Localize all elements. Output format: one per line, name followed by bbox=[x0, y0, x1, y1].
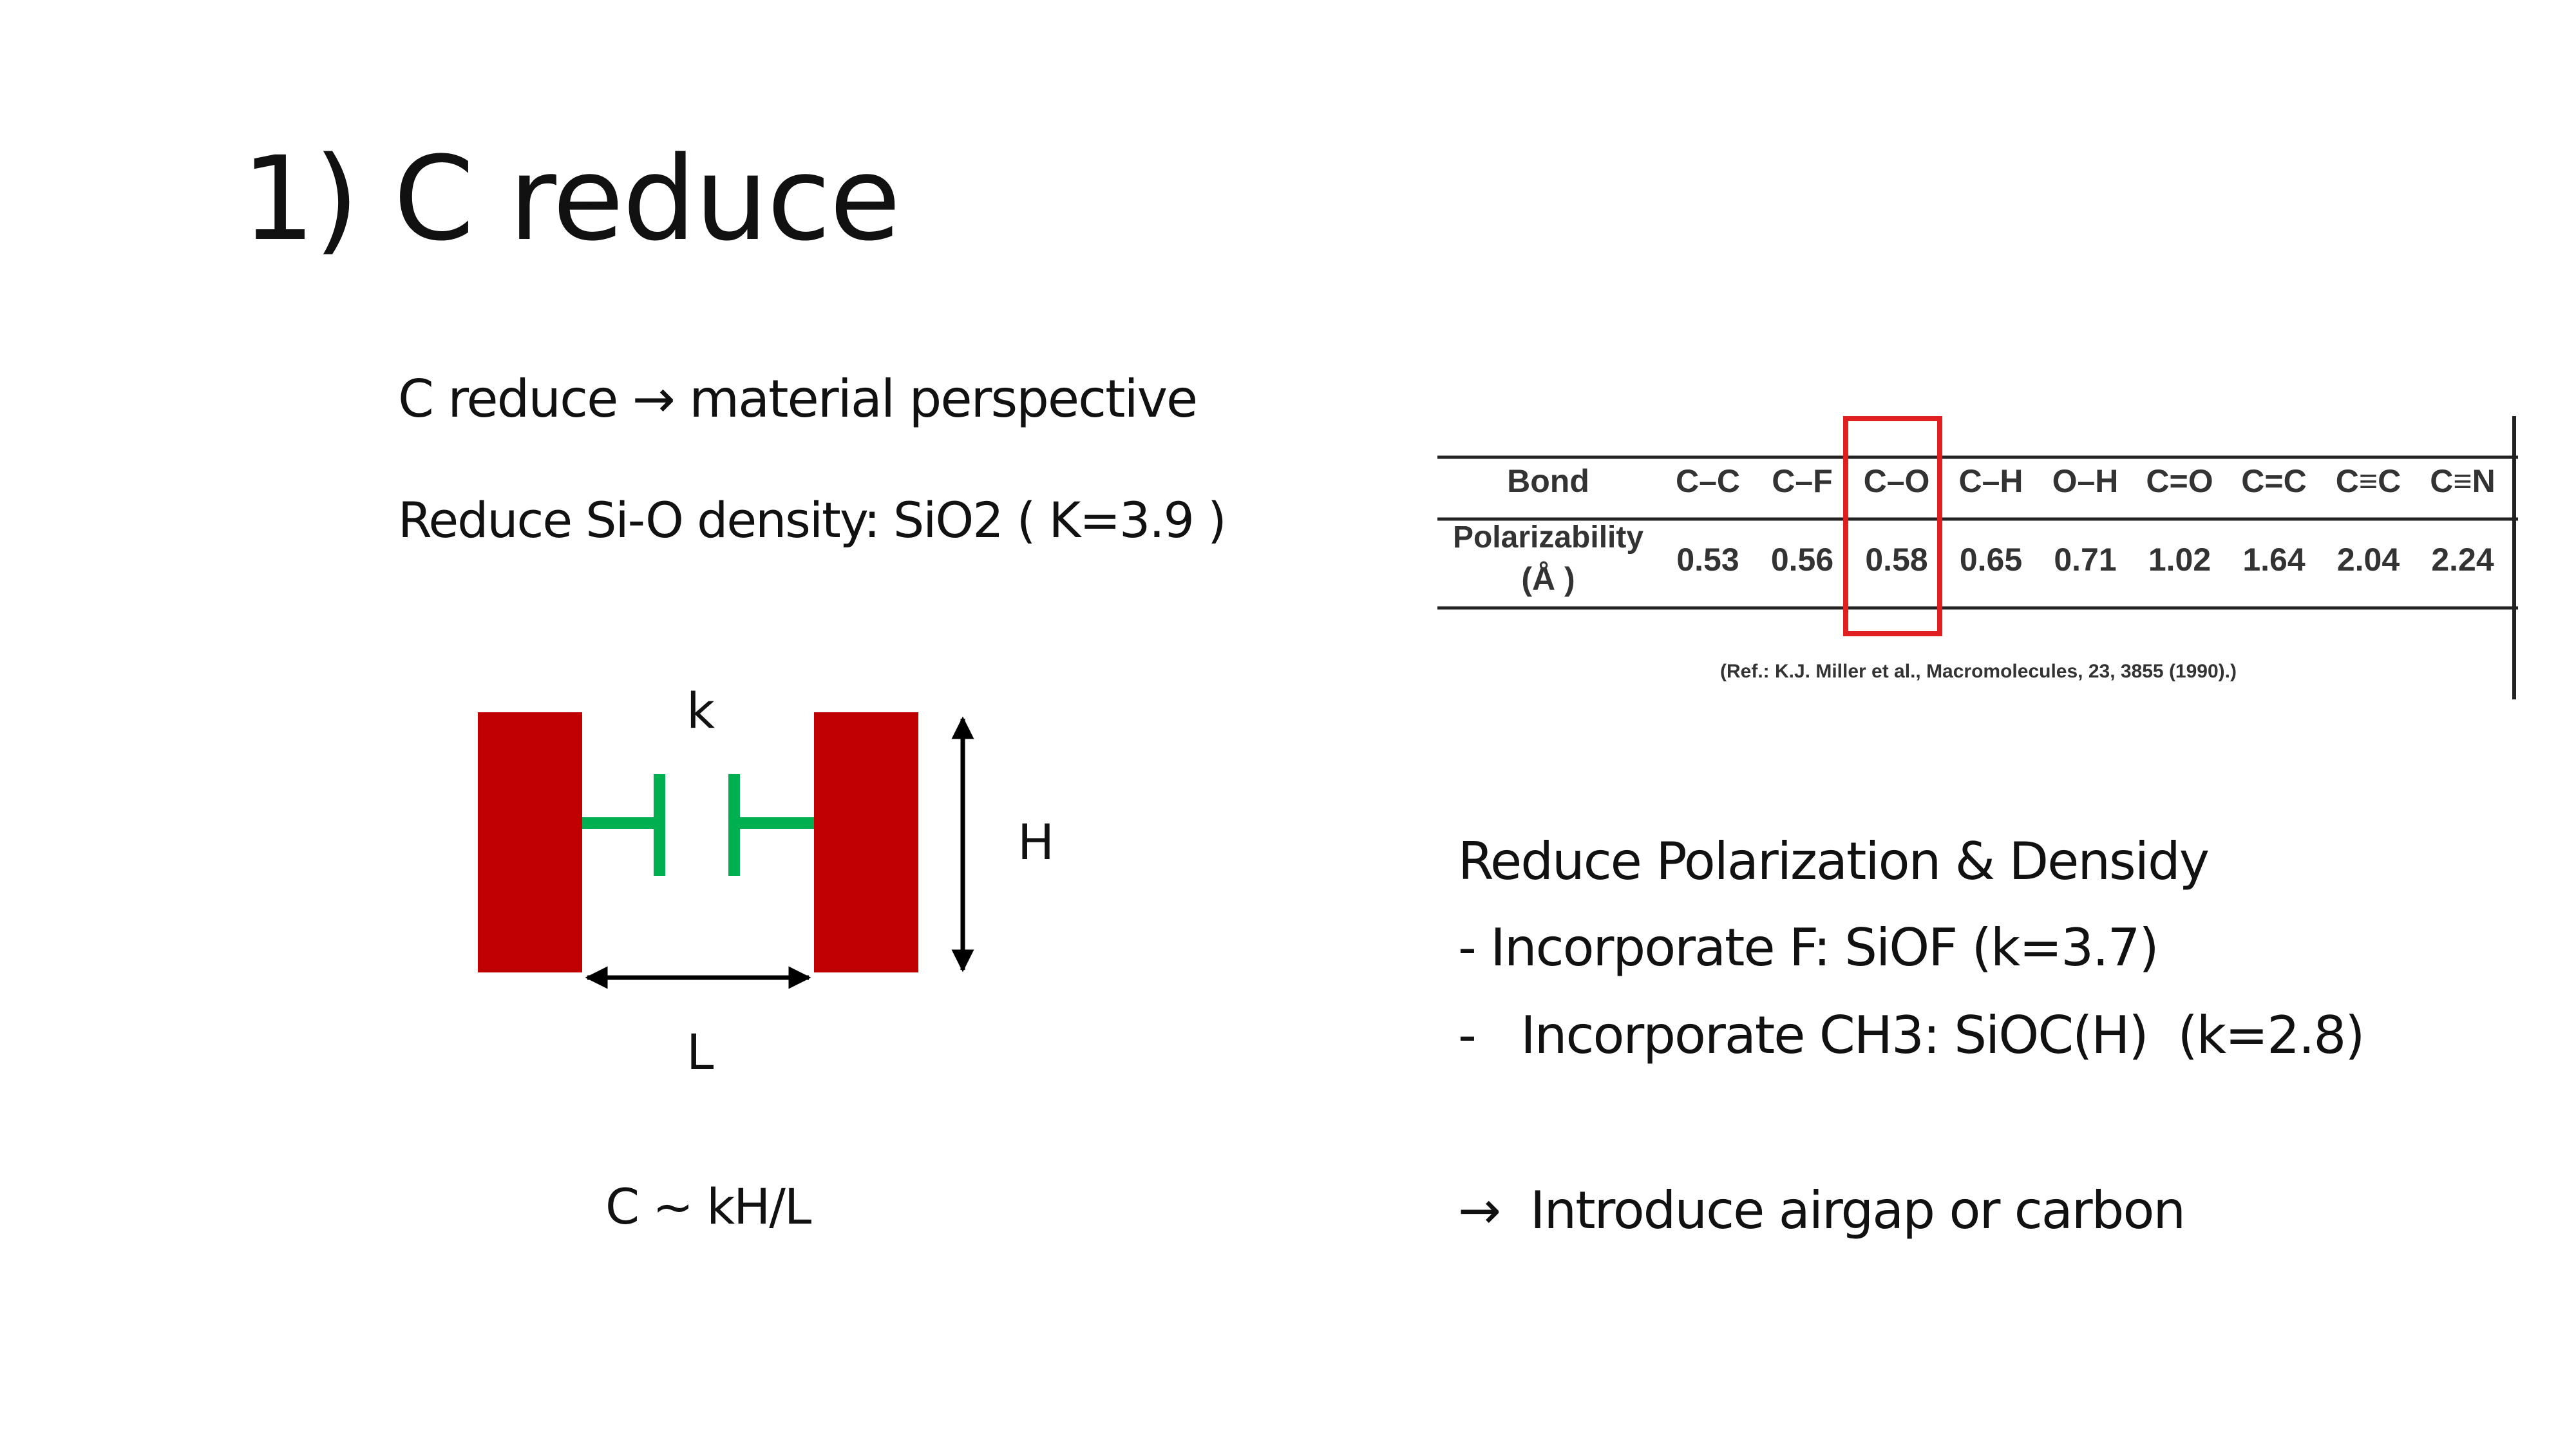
table-reference: (Ref.: K.J. Miller et al., Macromolecule… bbox=[1720, 661, 2237, 682]
bond-header-4: O–H bbox=[2052, 463, 2119, 499]
right-plate bbox=[814, 712, 918, 972]
label-k: k bbox=[687, 682, 715, 739]
capacitance-formula: C ~ kH/L bbox=[605, 1178, 811, 1235]
slide-title: 1) C reduce bbox=[242, 132, 901, 267]
polarizability-table: Bond Polarizability (Å ) C–C 0.53 C–F 0.56 C… bbox=[1437, 416, 2518, 699]
bond-header-6: C=C bbox=[2241, 463, 2306, 499]
polarizability-value-5: 1.02 bbox=[2148, 542, 2211, 578]
polarizability-value-4: 0.71 bbox=[2054, 542, 2116, 578]
polarizability-value-1: 0.56 bbox=[1771, 542, 1833, 578]
bond-header-5: C=O bbox=[2146, 463, 2213, 499]
bullet-sif: - Incorporate F: SiOF (k=3.7) bbox=[1458, 918, 2159, 978]
polarizability-value-6: 1.64 bbox=[2242, 542, 2306, 578]
polarizability-value-0: 0.53 bbox=[1676, 542, 1739, 578]
polarization-heading: Reduce Polarization & Densidy bbox=[1458, 831, 2210, 891]
left-plate bbox=[478, 712, 582, 972]
bond-header-0: C–C bbox=[1676, 463, 1740, 499]
dielectric-symbol bbox=[582, 774, 814, 876]
polarizability-value-8: 2.24 bbox=[2431, 542, 2494, 578]
label-l: L bbox=[687, 1023, 714, 1081]
label-h: H bbox=[1018, 813, 1055, 871]
table-row-label: Polarizability bbox=[1453, 520, 1643, 554]
highlight-box bbox=[1843, 416, 1942, 636]
polarizability-value-3: 0.65 bbox=[1960, 542, 2022, 578]
material-perspective-line: C reduce → material perspective bbox=[398, 369, 1198, 429]
conclusion-line: → Introduce airgap or carbon bbox=[1458, 1180, 2186, 1240]
bond-header-3: C–H bbox=[1958, 463, 2023, 499]
polarizability-value-7: 2.04 bbox=[2337, 542, 2400, 578]
bond-header-7: C≡C bbox=[2336, 463, 2401, 499]
bond-header-1: C–F bbox=[1772, 463, 1832, 499]
sio2-density-line: Reduce Si-O density: SiO2 ( K=3.9 ) bbox=[398, 491, 1227, 549]
capacitor-diagram: k H L bbox=[451, 683, 1069, 1095]
table-row-unit: (Å ) bbox=[1521, 561, 1575, 597]
bond-header-8: C≡N bbox=[2430, 463, 2495, 499]
bond-header-2: C–O bbox=[1864, 463, 1930, 499]
table-header-bond: Bond bbox=[1507, 463, 1589, 499]
polarizability-value-2: 0.58 bbox=[1865, 542, 1927, 578]
bullet-sioch: - Incorporate CH3: SiOC(H) (k=2.8) bbox=[1458, 1005, 2365, 1065]
